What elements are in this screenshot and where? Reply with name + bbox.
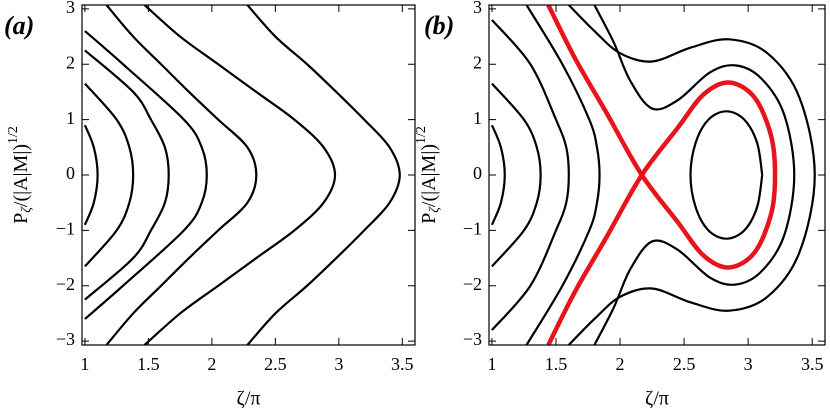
panel-label: (b) xyxy=(424,11,454,40)
x-tick-label: 2.5 xyxy=(673,354,696,374)
x-tick-label: 1 xyxy=(80,354,89,374)
y-axis-label: Pζ/(|A|M|)1/2 xyxy=(414,126,442,224)
curve xyxy=(491,19,570,331)
curve xyxy=(84,49,170,301)
x-tick-label: 3 xyxy=(334,354,343,374)
y-label-base: P xyxy=(10,213,32,224)
y-tick-label: 0 xyxy=(473,163,482,183)
curve xyxy=(546,5,778,345)
curve xyxy=(105,5,258,345)
y-tick-label: −1 xyxy=(463,218,482,238)
curve xyxy=(593,5,796,345)
curve xyxy=(84,82,135,268)
y-label-sup: 1/2 xyxy=(414,126,429,144)
y-tick-label: 2 xyxy=(473,52,482,72)
curve xyxy=(491,82,542,268)
x-tick-label: 2 xyxy=(616,354,625,374)
curve xyxy=(246,5,401,345)
x-tick-label: 3.5 xyxy=(801,354,824,374)
x-tick-label: 3.5 xyxy=(391,354,414,374)
y-tick-label: −2 xyxy=(56,274,75,294)
y-label-sub: ζ xyxy=(19,206,34,213)
x-tick-label: 2 xyxy=(207,354,216,374)
y-tick-label: −1 xyxy=(56,218,75,238)
x-axis-label: ζ/π xyxy=(645,388,669,410)
y-tick-label: −2 xyxy=(463,274,482,294)
x-axis-label: ζ/π xyxy=(237,388,261,410)
panel-label: (a) xyxy=(4,11,34,40)
frame xyxy=(81,4,416,346)
y-label-mid: /(|A|M|) xyxy=(10,144,32,207)
x-tick-label: 1.5 xyxy=(137,354,160,374)
plot-area xyxy=(490,5,816,345)
curve xyxy=(84,30,208,320)
y-tick-label: 1 xyxy=(66,108,75,128)
y-tick-label: −3 xyxy=(56,329,75,349)
y-tick-label: −3 xyxy=(463,329,482,349)
x-tick-label: 2.5 xyxy=(264,354,287,374)
plot-area xyxy=(83,5,401,345)
x-tick-label: 3 xyxy=(744,354,753,374)
y-label-base: P xyxy=(418,213,440,224)
x-tick-label: 1.5 xyxy=(545,354,568,374)
y-tick-label: 3 xyxy=(66,0,75,17)
curve xyxy=(689,110,764,240)
y-tick-label: 2 xyxy=(66,52,75,72)
y-axis-label: Pζ/(|A|M|)1/2 xyxy=(6,126,34,224)
y-tick-label: 3 xyxy=(473,0,482,17)
curve xyxy=(143,5,337,345)
curve xyxy=(83,124,99,226)
y-tick-label: 1 xyxy=(473,108,482,128)
curve xyxy=(525,5,601,345)
x-tick-label: 1 xyxy=(487,354,496,374)
y-tick-label: 0 xyxy=(66,163,75,183)
curve xyxy=(490,124,506,226)
y-label-mid: /(|A|M|) xyxy=(418,144,440,207)
curve xyxy=(568,5,816,345)
y-label-sub: ζ xyxy=(427,206,442,213)
y-label-sup: 1/2 xyxy=(6,126,21,144)
